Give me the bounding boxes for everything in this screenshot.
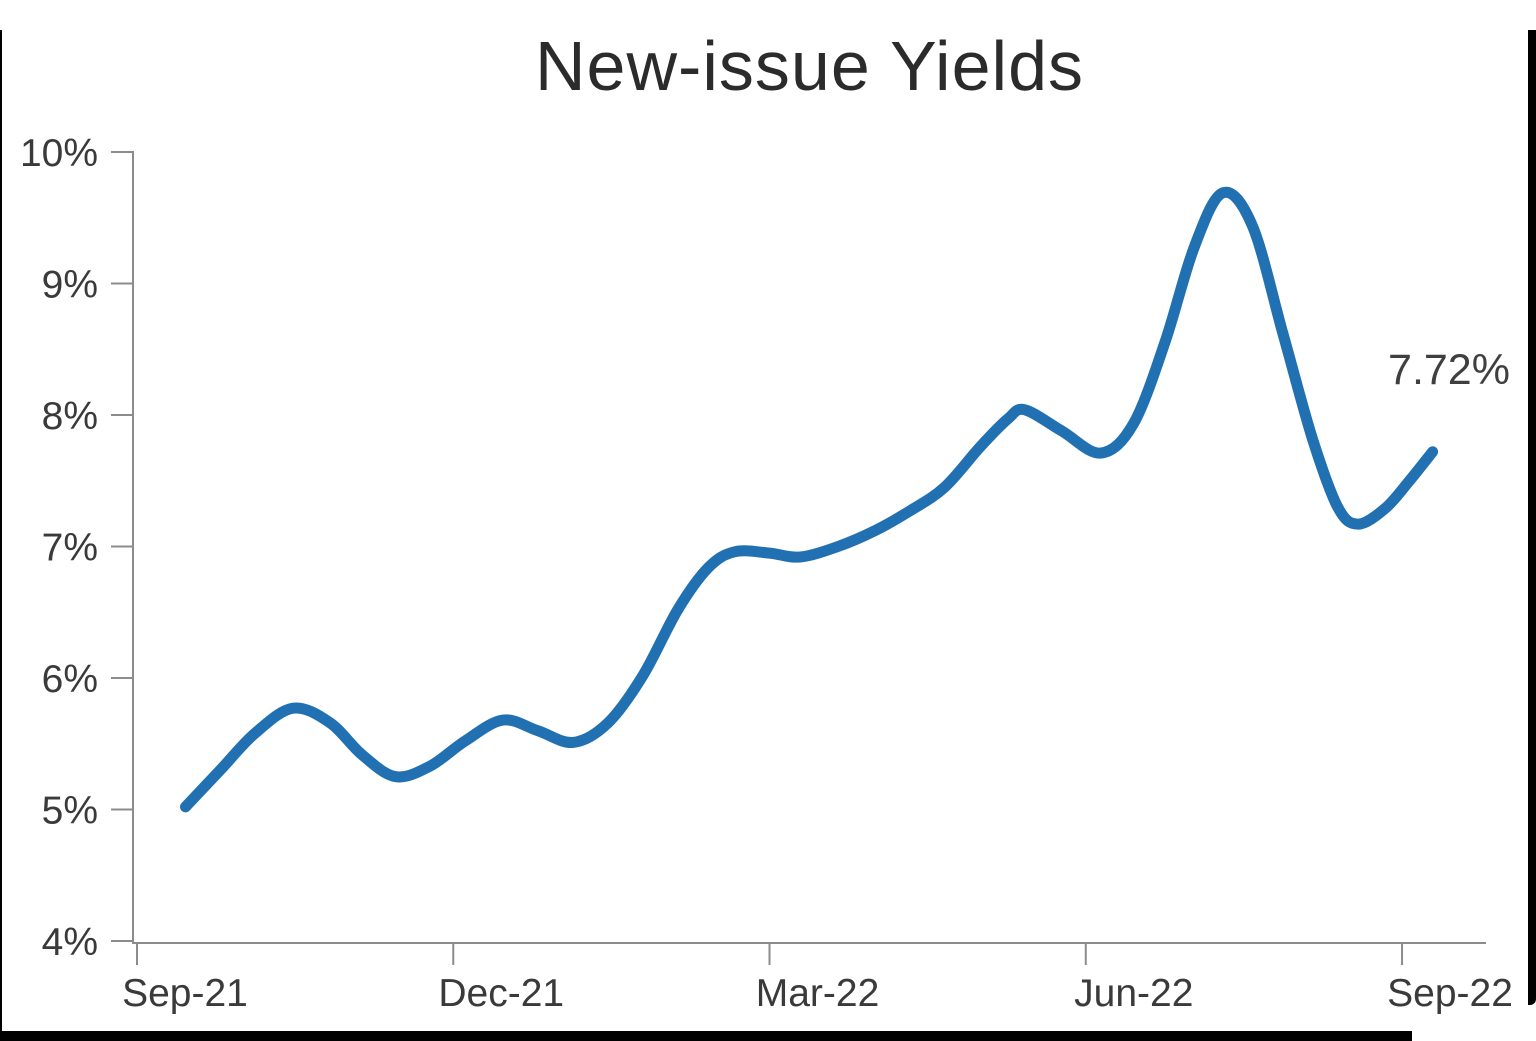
y-axis-tick-label: 4% (42, 921, 98, 964)
y-axis-tick-label: 6% (42, 658, 98, 701)
screenshot-edge-bottom (0, 1031, 1412, 1041)
x-axis-tick-label: Jun-22 (1074, 972, 1193, 1015)
x-axis-tick-label: Sep-22 (1387, 972, 1513, 1015)
yield-line (180, 186, 1439, 813)
y-axis-tick-label: 10% (20, 132, 98, 175)
chart-title: New-issue Yields (535, 27, 1084, 105)
y-axis-tick-label: 7% (42, 527, 98, 570)
x-axis-tick-label: Dec-21 (438, 972, 564, 1015)
y-axis-tick-label: 8% (42, 395, 98, 438)
y-axis-tick-label: 5% (42, 790, 98, 833)
screenshot-edge-right (1528, 30, 1536, 1005)
y-axis-tick-label: 9% (42, 264, 98, 307)
x-axis-tick-label: Mar-22 (756, 972, 880, 1015)
end-value-label: 7.72% (1388, 346, 1510, 394)
x-axis-tick-label: Sep-21 (122, 972, 248, 1015)
screenshot-edge-left (0, 30, 2, 1041)
